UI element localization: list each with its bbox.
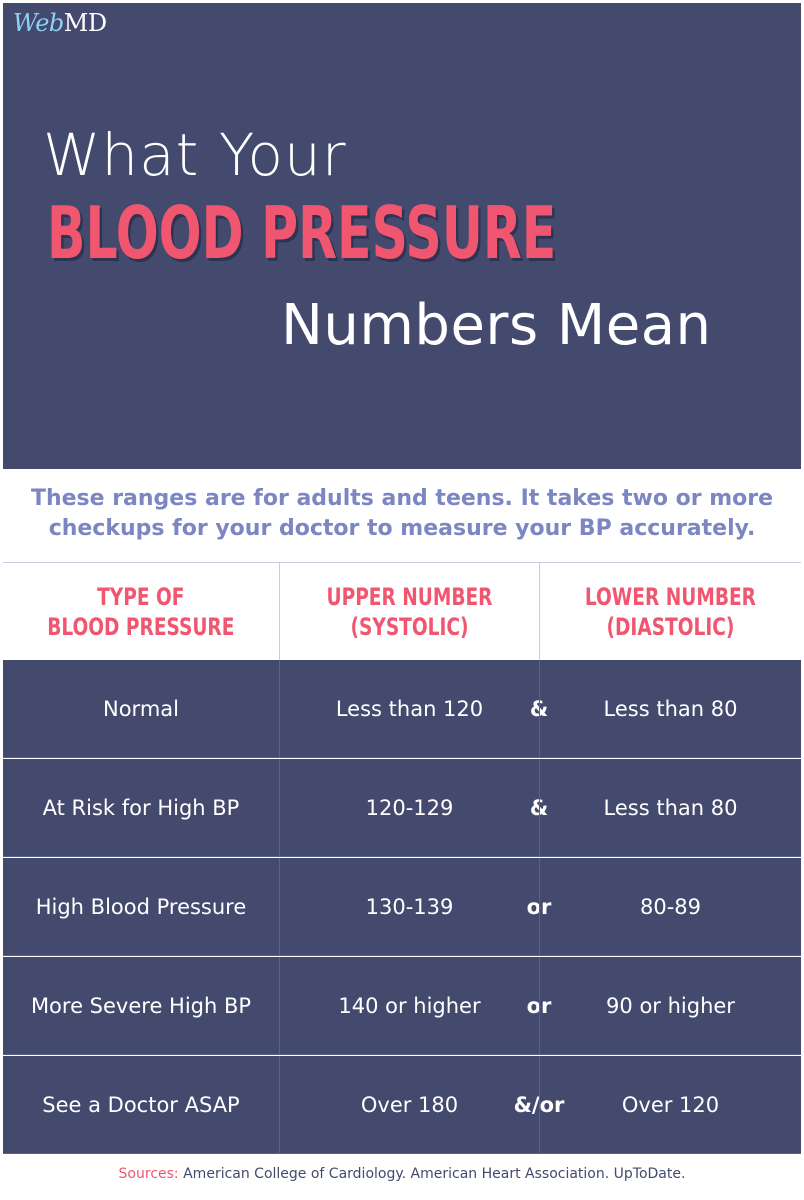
header-divider [279, 563, 280, 661]
row-divider [539, 660, 540, 758]
row-lower: 80-89 [639, 895, 702, 919]
title-line-3: Numbers Mean [281, 293, 712, 358]
row-divider [539, 957, 540, 1055]
row-type: More Severe High BP [30, 994, 252, 1018]
row-upper: Less than 120 [335, 697, 484, 721]
table-row: High Blood Pressure 130-139 or 80-89 [3, 858, 801, 956]
table-row: Normal Less than 120 & Less than 80 [3, 660, 801, 758]
row-divider [539, 759, 540, 857]
pulse-wave-graphic [51, 51, 771, 420]
header-upper: UPPER NUMBER (SYSTOLIC) [326, 583, 493, 641]
row-lower: Less than 80 [603, 697, 738, 721]
row-conjunction: or [526, 994, 552, 1018]
intro-line-2: checkups for your doctor to measure your… [48, 516, 756, 541]
row-type: High Blood Pressure [35, 895, 247, 919]
row-separator [3, 1153, 801, 1154]
intro-line-1: These ranges are for adults and teens. I… [30, 486, 774, 511]
row-divider [279, 1056, 280, 1154]
row-divider [279, 957, 280, 1055]
row-divider [539, 858, 540, 956]
row-separator [3, 856, 801, 857]
sources-text: American College of Cardiology. American… [183, 1166, 686, 1182]
intro-text: These ranges are for adults and teens. I… [0, 484, 804, 544]
row-type: See a Doctor ASAP [42, 1093, 240, 1117]
row-lower: Less than 80 [603, 796, 738, 820]
row-conjunction: or [526, 895, 552, 919]
row-lower: 90 or higher [606, 994, 735, 1018]
webmd-logo[interactable]: WebMD [13, 9, 107, 37]
row-type: At Risk for High BP [42, 796, 240, 820]
sources-footer: Sources: American College of Cardiology.… [0, 1166, 804, 1182]
row-upper: Over 180 [360, 1093, 459, 1117]
row-separator [3, 1054, 801, 1055]
sources-label: Sources: [118, 1166, 179, 1182]
row-type: Normal [103, 697, 179, 721]
header-divider [539, 563, 540, 661]
table-row: At Risk for High BP 120-129 & Less than … [3, 759, 801, 857]
title-line-1: What Your [43, 121, 347, 189]
row-divider [539, 1056, 540, 1154]
bp-table: TYPE OF BLOOD PRESSURE UPPER NUMBER (SYS… [3, 562, 801, 1156]
row-upper: 140 or higher [338, 994, 481, 1018]
hero-banner: WebMD What Your BLOOD PRESSURE Numbers M… [3, 3, 801, 469]
row-separator [3, 757, 801, 758]
row-upper: 120-129 [365, 796, 454, 820]
row-separator [3, 955, 801, 956]
table-row: More Severe High BP 140 or higher or 90 … [3, 957, 801, 1055]
title-line-2: BLOOD PRESSURE [47, 191, 557, 275]
row-lower: Over 120 [621, 1093, 720, 1117]
table-row: See a Doctor ASAP Over 180 &/or Over 120 [3, 1056, 801, 1154]
row-upper: 130-139 [365, 895, 454, 919]
row-conjunction: & [529, 796, 549, 820]
table-header: TYPE OF BLOOD PRESSURE UPPER NUMBER (SYS… [3, 562, 801, 661]
row-divider [279, 759, 280, 857]
row-conjunction: & [529, 697, 549, 721]
row-divider [279, 660, 280, 758]
header-lower: LOWER NUMBER (DIASTOLIC) [584, 583, 757, 641]
row-divider [279, 858, 280, 956]
header-type: TYPE OF BLOOD PRESSURE [47, 583, 235, 641]
